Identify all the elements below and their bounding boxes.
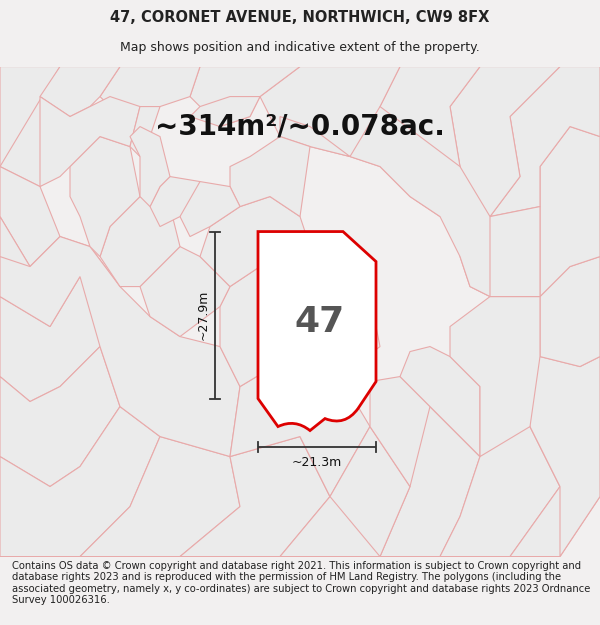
Polygon shape [430, 386, 560, 556]
Polygon shape [190, 66, 300, 126]
Polygon shape [130, 106, 160, 156]
Polygon shape [0, 406, 160, 556]
Polygon shape [280, 106, 490, 296]
Polygon shape [0, 66, 85, 186]
Polygon shape [190, 96, 260, 126]
Polygon shape [540, 256, 600, 366]
Polygon shape [460, 206, 540, 296]
Text: Map shows position and indicative extent of the property.: Map shows position and indicative extent… [120, 41, 480, 54]
Polygon shape [0, 166, 60, 266]
Polygon shape [260, 66, 400, 166]
Polygon shape [510, 416, 600, 556]
Polygon shape [80, 436, 240, 556]
Polygon shape [540, 126, 600, 296]
Polygon shape [40, 66, 120, 116]
Text: ~21.3m: ~21.3m [292, 456, 342, 469]
Polygon shape [130, 126, 170, 206]
Polygon shape [150, 176, 200, 226]
Polygon shape [400, 346, 480, 456]
Polygon shape [0, 66, 90, 186]
Polygon shape [220, 266, 380, 386]
Text: ~314m²/~0.078ac.: ~314m²/~0.078ac. [155, 112, 445, 141]
Polygon shape [230, 356, 370, 496]
Polygon shape [0, 236, 240, 456]
Polygon shape [0, 346, 120, 486]
PathPatch shape [258, 231, 376, 431]
Polygon shape [140, 246, 230, 336]
Polygon shape [40, 96, 140, 186]
Text: 47, CORONET AVENUE, NORTHWICH, CW9 8FX: 47, CORONET AVENUE, NORTHWICH, CW9 8FX [110, 11, 490, 26]
Text: ~27.9m: ~27.9m [197, 290, 209, 340]
Polygon shape [70, 136, 140, 256]
Polygon shape [370, 376, 430, 486]
Polygon shape [0, 216, 80, 326]
Polygon shape [180, 181, 240, 236]
Polygon shape [100, 196, 180, 286]
Polygon shape [380, 66, 480, 216]
Polygon shape [490, 66, 600, 216]
Text: Contains OS data © Crown copyright and database right 2021. This information is : Contains OS data © Crown copyright and d… [12, 561, 590, 606]
Polygon shape [200, 196, 310, 286]
Polygon shape [440, 66, 560, 216]
Polygon shape [370, 406, 480, 556]
Polygon shape [0, 236, 120, 401]
Polygon shape [450, 296, 540, 456]
Polygon shape [520, 356, 600, 556]
Polygon shape [330, 426, 410, 556]
Text: 47: 47 [295, 304, 345, 339]
Polygon shape [100, 66, 200, 126]
Polygon shape [230, 136, 310, 216]
Polygon shape [280, 426, 410, 556]
Polygon shape [180, 436, 330, 556]
